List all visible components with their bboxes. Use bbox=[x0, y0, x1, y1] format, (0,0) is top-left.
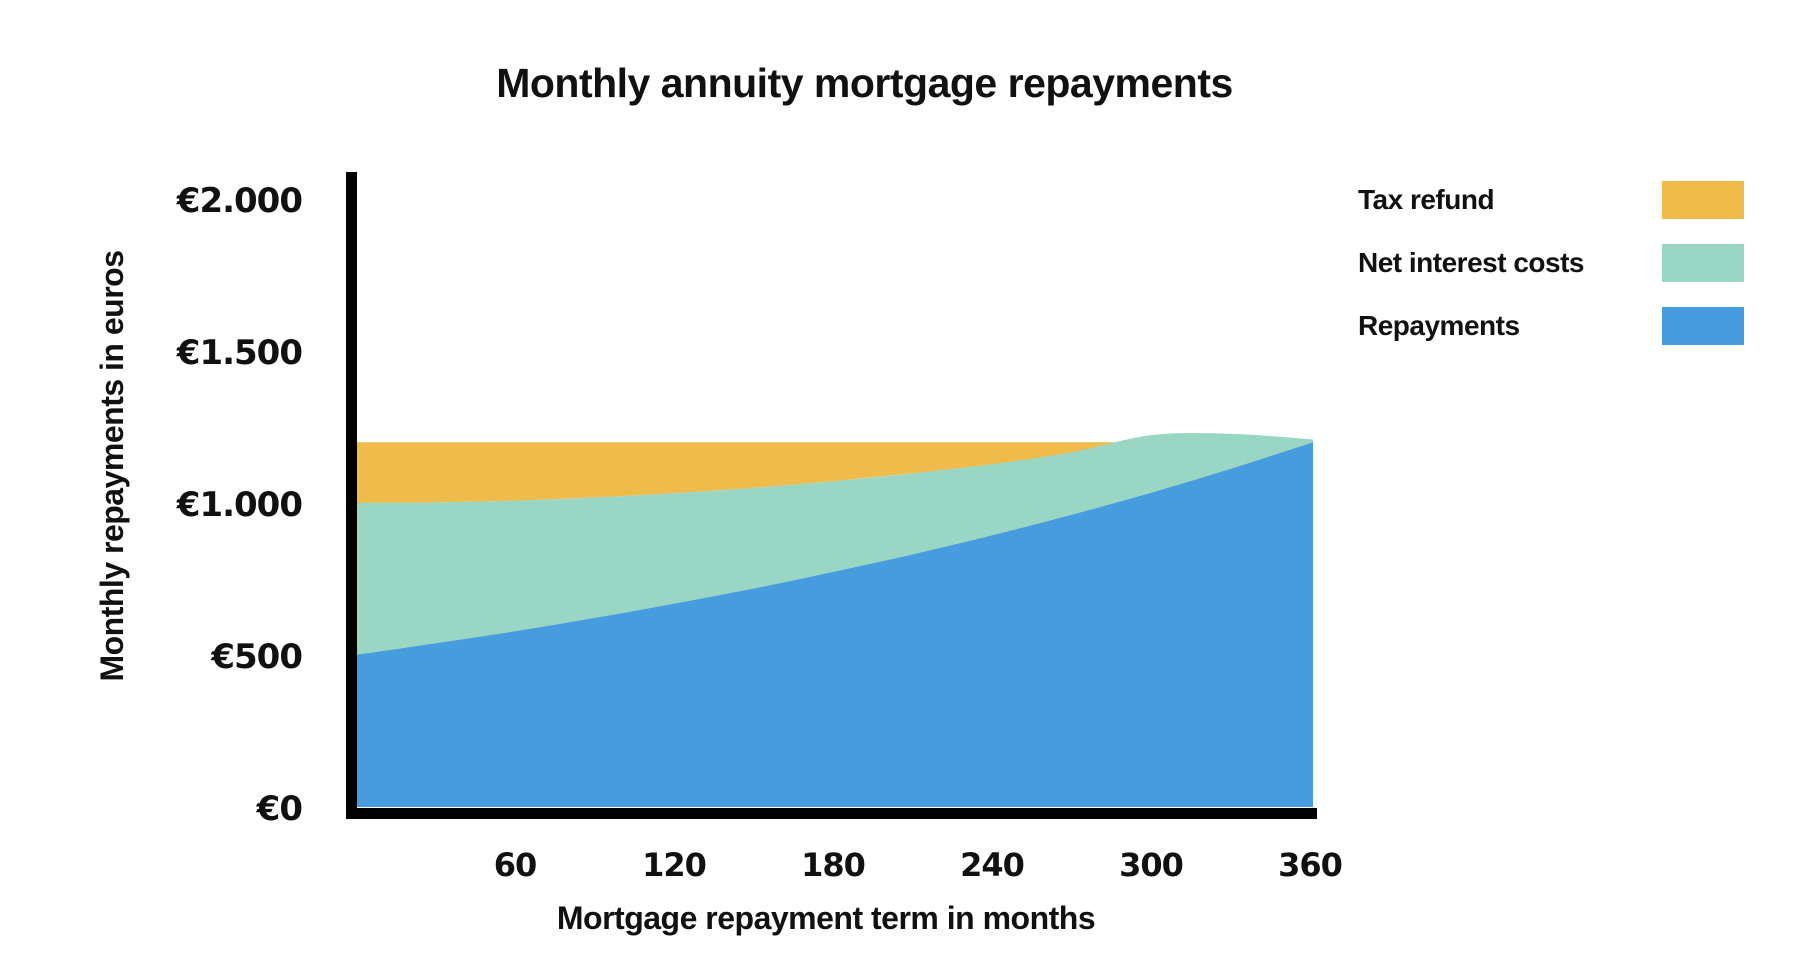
chart-title: Monthly annuity mortgage repayments bbox=[496, 60, 1233, 106]
y-tick-2000: €2.000 bbox=[176, 181, 303, 221]
legend-label-net-interest: Net interest costs bbox=[1358, 247, 1584, 278]
legend-row-tax-refund: Tax refund bbox=[1358, 181, 1758, 219]
y-tick-0: €0 bbox=[256, 789, 303, 829]
x-tick-120: 120 bbox=[642, 846, 707, 884]
legend-row-net-interest: Net interest costs bbox=[1358, 244, 1758, 282]
area-tax-refund bbox=[355, 442, 1154, 503]
y-tick-500: €500 bbox=[211, 637, 303, 677]
legend-row-repayments: Repayments bbox=[1358, 307, 1758, 345]
y-tick-1000: €1.000 bbox=[176, 485, 303, 525]
x-tick-60: 60 bbox=[493, 846, 538, 884]
area-repayments bbox=[355, 442, 1313, 807]
legend-label-repayments: Repayments bbox=[1358, 310, 1520, 341]
legend-swatch-repayments bbox=[1662, 307, 1744, 345]
area-net-interest-costs bbox=[355, 433, 1313, 655]
y-axis-line bbox=[346, 172, 357, 819]
x-tick-180: 180 bbox=[801, 846, 866, 884]
x-tick-300: 300 bbox=[1119, 846, 1184, 884]
x-axis-title: Mortgage repayment term in months bbox=[556, 900, 1096, 936]
y-axis-title: Monthly repayments in euros bbox=[94, 250, 130, 682]
x-axis-line bbox=[346, 808, 1317, 819]
legend-label-tax-refund: Tax refund bbox=[1358, 184, 1495, 215]
x-tick-240: 240 bbox=[960, 846, 1025, 884]
legend-swatch-net-interest bbox=[1662, 244, 1744, 282]
y-tick-1500: €1.500 bbox=[176, 333, 303, 373]
x-tick-360: 360 bbox=[1278, 846, 1343, 884]
legend-swatch-tax-refund bbox=[1662, 181, 1744, 219]
